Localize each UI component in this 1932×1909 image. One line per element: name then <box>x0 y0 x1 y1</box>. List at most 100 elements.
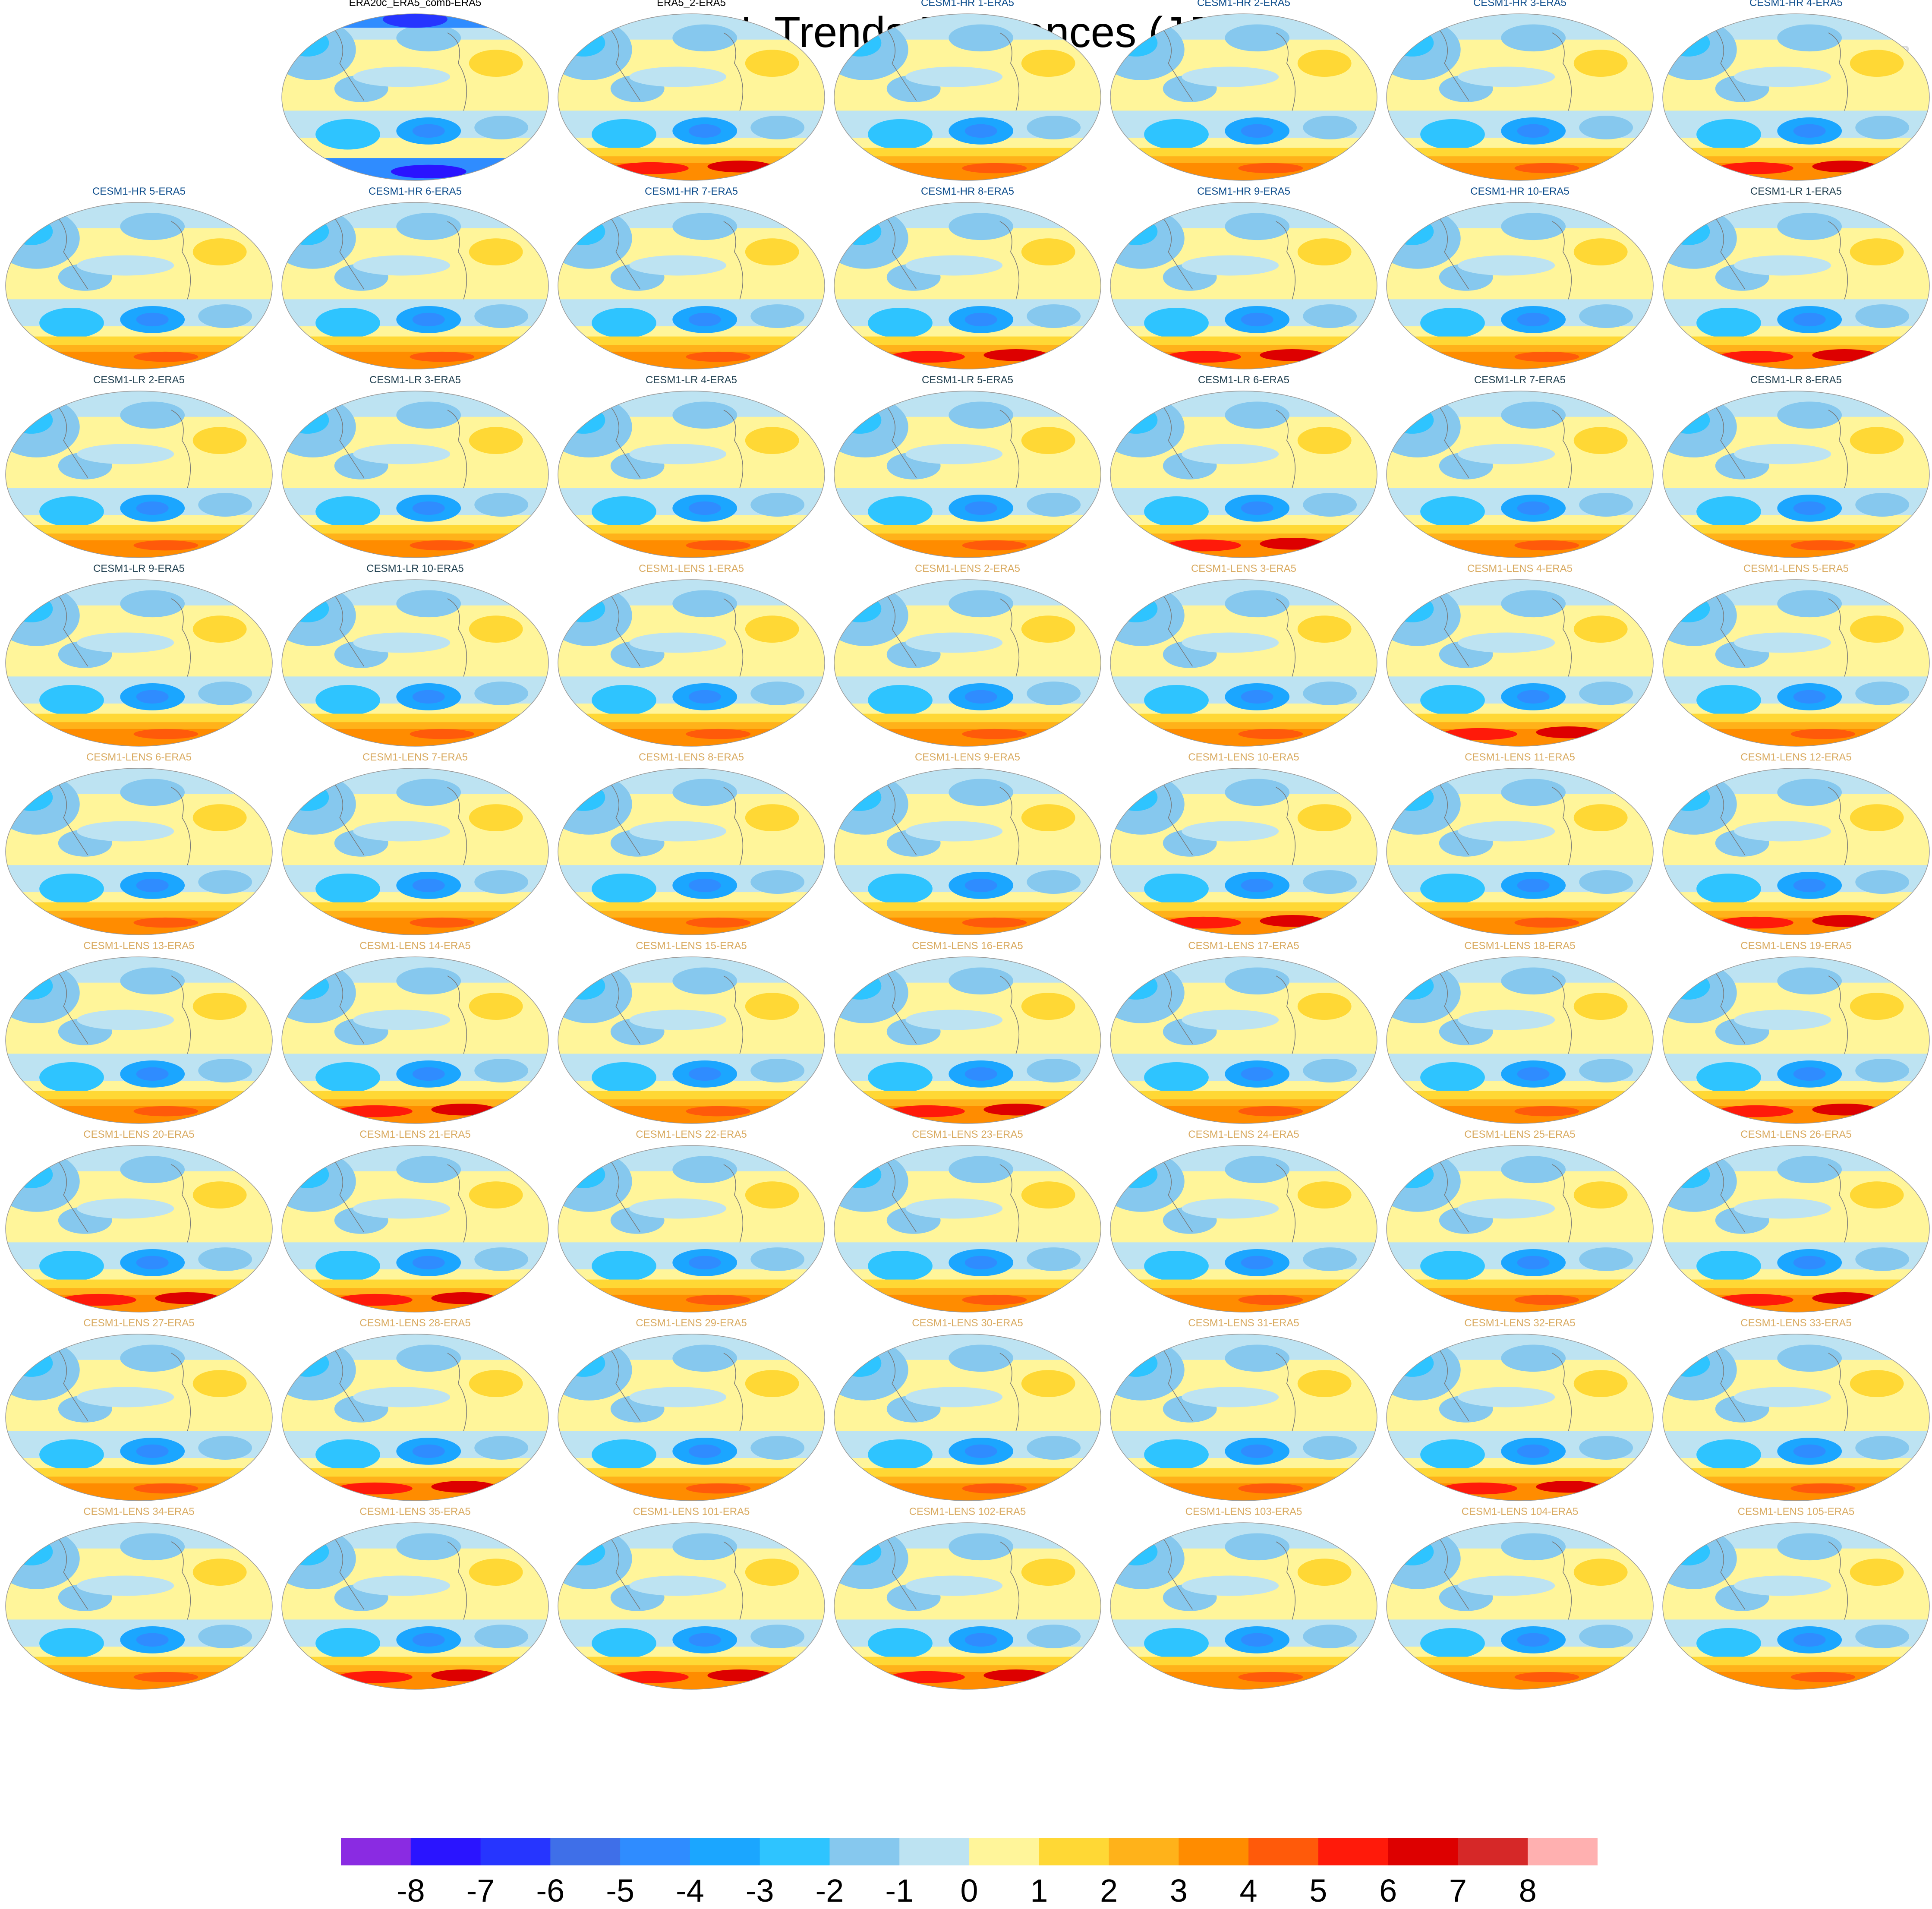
panel-label: CESM1-LR 6-ERA5 <box>1198 374 1290 386</box>
map-panel <box>281 1522 549 1690</box>
colorbar-tick-label: 2 <box>1100 1873 1118 1909</box>
panel-label: CESM1-HR 3-ERA5 <box>1473 0 1567 9</box>
map-panel <box>281 1145 549 1313</box>
panel-label: CESM1-LR 7-ERA5 <box>1474 374 1566 386</box>
panel-label: CESM1-LENS 10-ERA5 <box>1188 751 1299 763</box>
map-panel <box>1110 1522 1377 1690</box>
panel-label: CESM1-LENS 22-ERA5 <box>636 1129 747 1140</box>
panel-label: CESM1-HR 1-ERA5 <box>920 0 1015 9</box>
panel-label: CESM1-LENS 102-ERA5 <box>909 1506 1026 1518</box>
panel-label: CESM1-LR 10-ERA5 <box>366 563 464 574</box>
map-panel <box>1662 1145 1930 1313</box>
map-panel <box>558 1334 825 1501</box>
map-panel <box>558 391 825 558</box>
panel-label: CESM1-HR 6-ERA5 <box>368 186 462 197</box>
panel-label: CESM1-LENS 29-ERA5 <box>636 1317 747 1329</box>
panel-label: CESM1-LENS 15-ERA5 <box>636 940 747 952</box>
panel-label: CESM1-HR 2-ERA5 <box>1197 0 1291 9</box>
colorbar-segment <box>1458 1838 1528 1865</box>
colorbar-segment <box>1318 1838 1389 1865</box>
colorbar-tick-label: 1 <box>1030 1873 1048 1909</box>
panel-label: CESM1-LR 5-ERA5 <box>921 374 1014 386</box>
map-panel <box>1662 956 1930 1124</box>
panel-label: CESM1-LENS 18-ERA5 <box>1464 940 1576 952</box>
panel-label: CESM1-LENS 19-ERA5 <box>1740 940 1852 952</box>
panel-label: CESM1-LENS 7-ERA5 <box>362 751 468 763</box>
colorbar-segment <box>1109 1838 1179 1865</box>
panel-label: CESM1-HR 8-ERA5 <box>920 186 1015 197</box>
colorbar-segment <box>969 1838 1040 1865</box>
colorbar-segment <box>620 1838 690 1865</box>
map-panel <box>1662 579 1930 747</box>
panel-label: CESM1-LENS 103-ERA5 <box>1185 1506 1302 1518</box>
panel-label: CESM1-LR 4-ERA5 <box>645 374 738 386</box>
map-panel <box>281 956 549 1124</box>
map-panel <box>5 579 273 747</box>
map-panel <box>834 1334 1101 1501</box>
map-panel <box>281 13 549 181</box>
map-panel <box>1662 202 1930 369</box>
map-panel <box>558 202 825 369</box>
map-panel <box>558 579 825 747</box>
map-panel <box>1386 579 1654 747</box>
map-panel <box>558 768 825 935</box>
map-panel <box>834 768 1101 935</box>
map-panel <box>1386 1334 1654 1501</box>
map-panel <box>1386 1522 1654 1690</box>
panel-label: CESM1-LENS 14-ERA5 <box>359 940 471 952</box>
map-panel <box>1386 1145 1654 1313</box>
map-panel <box>558 1145 825 1313</box>
colorbar-tick-label: -3 <box>745 1873 774 1909</box>
map-panel <box>558 13 825 181</box>
colorbar-tick-label: 0 <box>960 1873 978 1909</box>
colorbar-tick-label: 3 <box>1169 1873 1188 1909</box>
map-panel <box>1110 956 1377 1124</box>
colorbar-tick-label: -1 <box>885 1873 914 1909</box>
map-panel <box>834 956 1101 1124</box>
map-panel <box>5 1522 273 1690</box>
map-panel <box>281 202 549 369</box>
map-panel <box>834 13 1101 181</box>
panel-label: CESM1-LENS 11-ERA5 <box>1465 751 1575 763</box>
map-panel <box>1110 202 1377 369</box>
map-panel <box>5 956 273 1124</box>
panel-label: CESM1-HR 9-ERA5 <box>1197 186 1291 197</box>
map-panel <box>834 1522 1101 1690</box>
map-panel <box>1110 579 1377 747</box>
panel-label: CESM1-LENS 16-ERA5 <box>912 940 1023 952</box>
colorbar-tick-label: -4 <box>675 1873 704 1909</box>
map-panel <box>1662 391 1930 558</box>
colorbar-tick-label: -6 <box>536 1873 565 1909</box>
map-panel <box>5 768 273 935</box>
panel-label: CESM1-LENS 24-ERA5 <box>1188 1129 1299 1140</box>
panel-label: CESM1-LENS 25-ERA5 <box>1464 1129 1576 1140</box>
map-panel <box>1386 13 1654 181</box>
panel-label: CESM1-LR 8-ERA5 <box>1750 374 1842 386</box>
map-panel <box>5 202 273 369</box>
panel-label: CESM1-LENS 17-ERA5 <box>1188 940 1299 952</box>
panel-label: CESM1-LENS 26-ERA5 <box>1740 1129 1852 1140</box>
map-panel <box>5 391 273 558</box>
colorbar <box>341 1838 1598 1865</box>
panel-label: CESM1-LENS 5-ERA5 <box>1743 563 1849 574</box>
panel-label: CESM1-LR 1-ERA5 <box>1750 186 1842 197</box>
panel-label: CESM1-LENS 20-ERA5 <box>83 1129 195 1140</box>
panel-label: CESM1-LENS 101-ERA5 <box>633 1506 750 1518</box>
map-panel <box>1110 1145 1377 1313</box>
map-panel <box>1386 391 1654 558</box>
map-panel <box>1110 391 1377 558</box>
panel-label: CESM1-LENS 105-ERA5 <box>1737 1506 1855 1518</box>
panel-label: CESM1-LENS 23-ERA5 <box>912 1129 1023 1140</box>
panel-label: CESM1-LENS 104-ERA5 <box>1461 1506 1579 1518</box>
colorbar-segment <box>829 1838 900 1865</box>
colorbar-segment <box>341 1838 411 1865</box>
panel-label: CESM1-LENS 6-ERA5 <box>86 751 192 763</box>
panel-label: CESM1-LENS 3-ERA5 <box>1191 563 1297 574</box>
map-panel <box>834 579 1101 747</box>
colorbar-segment <box>1388 1838 1458 1865</box>
colorbar-segment <box>1248 1838 1319 1865</box>
panel-label: ERA5_2-ERA5 <box>656 0 726 9</box>
panel-label: CESM1-LENS 27-ERA5 <box>83 1317 195 1329</box>
panel-label: CESM1-LENS 8-ERA5 <box>638 751 744 763</box>
map-panel <box>1386 768 1654 935</box>
